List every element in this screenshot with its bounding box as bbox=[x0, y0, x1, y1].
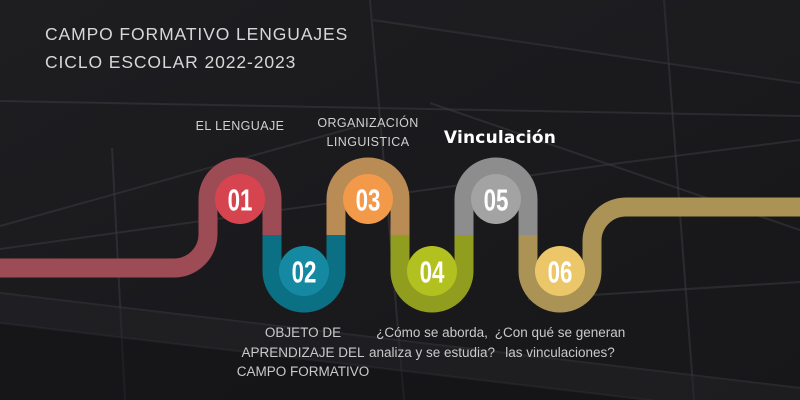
path-segment-01 bbox=[0, 157, 282, 278]
path-segment-05 bbox=[454, 157, 538, 235]
step-caption-06: ¿Con qué se generan las vinculaciones? bbox=[494, 325, 626, 360]
step-circle-01 bbox=[215, 174, 265, 224]
step-circle-05 bbox=[471, 174, 521, 224]
facet-light bbox=[373, 0, 800, 83]
step-number-03: 03 bbox=[356, 183, 381, 217]
slide-title-line-1: CAMPO FORMATIVO LENGUAJES bbox=[45, 24, 349, 44]
step-caption-04: ¿Cómo se aborda, analiza y se estudia? bbox=[368, 325, 496, 360]
facet-dark bbox=[0, 323, 648, 400]
step-circle-02 bbox=[279, 246, 329, 296]
path-segment-06 bbox=[518, 197, 800, 313]
step-number-04: 04 bbox=[420, 255, 445, 289]
step-number-02: 02 bbox=[292, 255, 317, 289]
step-caption-02: OBJETO DE APRENDIZAJE DEL CAMPO FORMATIV… bbox=[236, 325, 370, 379]
background-line bbox=[0, 100, 800, 117]
slide-title: CAMPO FORMATIVO LENGUAJES CICLO ESCOLAR … bbox=[45, 20, 348, 76]
step-nodes: 01 02 03 04 05 06 bbox=[215, 174, 585, 296]
step-label-05: Vinculación bbox=[443, 128, 557, 148]
step-circle-06 bbox=[535, 246, 585, 296]
slide-title-line-2: CICLO ESCOLAR 2022-2023 bbox=[45, 52, 297, 72]
step-label-03: ORGANIZACIÓN LINGUISTICA bbox=[317, 116, 419, 149]
step-circle-04 bbox=[407, 246, 457, 296]
step-number-05: 05 bbox=[484, 183, 509, 217]
step-label-01: EL LENGUAJE bbox=[195, 119, 285, 133]
background-line bbox=[0, 122, 371, 227]
background-line bbox=[372, 19, 800, 84]
path-segment-04 bbox=[390, 235, 474, 313]
step-number-01: 01 bbox=[228, 183, 253, 217]
path-segment-02 bbox=[262, 235, 346, 313]
facet-band bbox=[0, 293, 800, 400]
timeline-path bbox=[0, 157, 800, 313]
path-segment-03 bbox=[326, 157, 410, 235]
step-circle-03 bbox=[343, 174, 393, 224]
step-number-06: 06 bbox=[548, 255, 573, 289]
